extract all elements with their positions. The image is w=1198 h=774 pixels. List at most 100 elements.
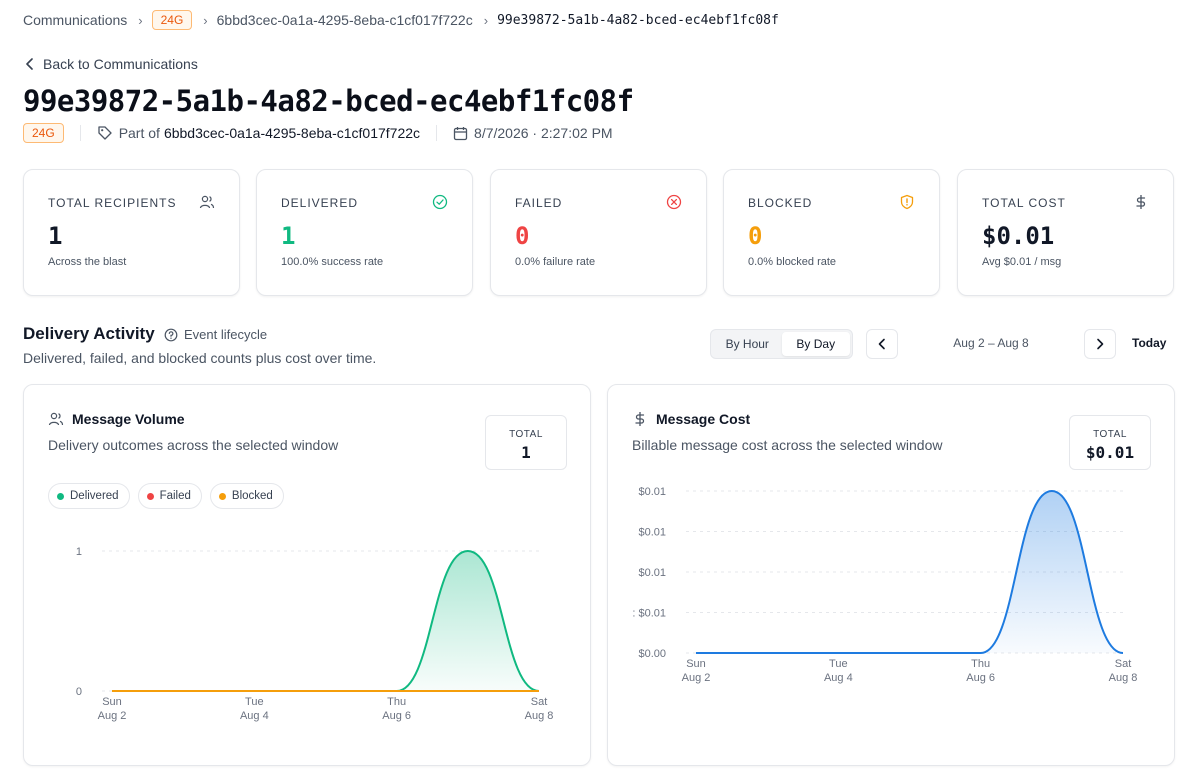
next-range-button[interactable] [1084, 329, 1116, 359]
message-volume-chart: 0 1 Sun Aug 2 Tue Aug 4 Thu Aug 6 Sat Aug 8 [76, 546, 554, 722]
y-tick-label: $0.01 [638, 486, 666, 498]
total-box: TOTAL 1 [485, 415, 567, 470]
users-icon [48, 412, 64, 426]
breadcrumb-root-link[interactable]: Communications [23, 12, 128, 28]
today-button[interactable]: Today [1132, 336, 1167, 350]
total-label: TOTAL [509, 429, 543, 440]
legend-item-failed[interactable]: Failed [137, 483, 202, 509]
x-tick-day: Sat [531, 696, 548, 708]
series-area-cost [696, 491, 1123, 653]
legend-item-blocked[interactable]: Blocked [209, 483, 284, 509]
stat-card-failed: FAILED 0 0.0% failure rate [490, 169, 707, 296]
event-lifecycle-help[interactable]: Event lifecycle [164, 327, 267, 342]
stat-value: 1 [48, 222, 63, 250]
chevron-right-icon: › [203, 12, 208, 28]
x-tick-date: Aug 6 [382, 710, 411, 722]
chart-legend: Delivered Failed Blocked [48, 483, 284, 509]
x-tick-date: Aug 2 [682, 672, 711, 684]
type-badge: 24G [23, 123, 64, 143]
by-hour-option[interactable]: By Hour [725, 337, 769, 351]
legend-dot [218, 492, 226, 500]
x-circle-icon [666, 194, 682, 210]
x-tick-date: Aug 4 [240, 710, 269, 722]
x-tick-date: Aug 8 [1109, 672, 1138, 684]
chevron-right-icon: › [138, 12, 143, 28]
stat-value: 0 [748, 222, 763, 250]
card-description: Delivery outcomes across the selected wi… [48, 437, 339, 453]
stat-label: BLOCKED [748, 196, 813, 210]
y-tick-label: 0 [76, 686, 82, 698]
chevron-right-icon [1097, 338, 1104, 350]
by-day-option[interactable]: By Day [781, 332, 850, 356]
stat-card-total-recipients: TOTAL RECIPIENTS 1 Across the blast [23, 169, 240, 296]
breadcrumb-current: 99e39872-5a1b-4a82-bced-ec4ebf1fc08f [497, 12, 779, 28]
legend-item-delivered[interactable]: Delivered [48, 483, 130, 509]
message-volume-card: 0 1 Sun Aug 2 Tue Aug 4 Thu Aug 6 Sat Aug 8 Messa… [23, 384, 591, 766]
shield-alert-icon [900, 194, 914, 210]
stat-card-delivered: DELIVERED 1 100.0% success rate [256, 169, 473, 296]
y-tick-label: : $0.01 [632, 608, 666, 620]
message-cost-card: $0.00 : $0.01 $0.01 $0.01 $0.01 Sun Aug 2 Tue Au… [607, 384, 1175, 766]
x-tick-day: Sun [102, 696, 122, 708]
divider [436, 125, 438, 141]
legend-label: Failed [159, 490, 191, 502]
x-tick-date: Aug 2 [98, 710, 127, 722]
tag-icon [98, 126, 112, 140]
stat-subtext: 100.0% success rate [281, 256, 384, 268]
stat-value: $0.01 [982, 222, 1055, 250]
back-link[interactable]: Back to Communications [25, 56, 198, 72]
x-tick-date: Aug 6 [966, 672, 995, 684]
calendar-icon [453, 126, 468, 140]
chevron-right-icon: › [483, 12, 489, 28]
dollar-icon [635, 412, 645, 426]
x-tick-day: Sat [1115, 658, 1132, 670]
legend-dot [146, 492, 154, 500]
x-tick-date: Aug 8 [525, 710, 554, 722]
legend-dot [57, 492, 64, 500]
x-tick-day: Sun [686, 658, 706, 670]
breadcrumb-parent-link[interactable]: 6bbd3cec-0a1a-4295-8eba-c1cf017f722c [216, 12, 473, 28]
date-range-label: Aug 2 – Aug 8 [953, 336, 1029, 350]
users-icon [199, 195, 215, 209]
chevron-left-icon [26, 58, 33, 70]
section-description: Delivered, failed, and blocked counts pl… [23, 350, 377, 366]
y-tick-label: $0.01 [638, 567, 666, 579]
stat-card-total-cost: TOTAL COST $0.01 Avg $0.01 / msg [957, 169, 1174, 296]
x-tick-day: Tue [245, 696, 264, 708]
stat-subtext: Across the blast [48, 256, 127, 268]
x-tick-date: Aug 4 [824, 672, 853, 684]
help-circle-icon [164, 328, 178, 341]
y-tick-label: $0.00 [638, 648, 666, 660]
granularity-toggle: By Hour By Day [710, 329, 853, 359]
series-line-cost [696, 490, 1124, 654]
stat-subtext: Avg $0.01 / msg [982, 256, 1062, 268]
divider [79, 125, 81, 141]
legend-label: Blocked [231, 490, 273, 502]
dollar-icon [1136, 195, 1146, 209]
x-tick-day: Tue [829, 658, 848, 670]
x-tick-day: Thu [387, 696, 406, 708]
total-box: TOTAL $0.01 [1069, 415, 1151, 470]
sent-datetime: 8/7/2026 · 2:27:02 PM [474, 125, 613, 141]
page-meta: 24G Part of 6bbd3cec-0a1a-4295-8eba-c1cf… [23, 123, 613, 143]
previous-range-button[interactable] [866, 329, 898, 359]
breadcrumb-badge[interactable]: 24G [151, 10, 193, 30]
card-title-text: Message Volume [72, 411, 185, 427]
y-tick-label: 1 [76, 546, 82, 558]
y-tick-label: $0.01 [638, 527, 666, 539]
parent-blast-link[interactable]: 6bbd3cec-0a1a-4295-8eba-c1cf017f722c [163, 125, 421, 141]
breadcrumb: Communications › 24G › 6bbd3cec-0a1a-429… [23, 9, 779, 31]
x-tick-day: Thu [971, 658, 990, 670]
card-title-text: Message Cost [656, 411, 751, 427]
legend-label: Delivered [70, 490, 119, 502]
series-area-delivered [112, 551, 539, 691]
card-description: Billable message cost across the selecte… [632, 437, 943, 453]
stat-card-blocked: BLOCKED 0 0.0% blocked rate [723, 169, 940, 296]
part-of-label: Part of [118, 125, 160, 141]
stat-subtext: 0.0% failure rate [515, 256, 596, 268]
message-cost-chart: $0.00 : $0.01 $0.01 $0.01 $0.01 Sun Aug 2 Tue Au… [632, 486, 1138, 684]
card-title: Message Volume [48, 411, 185, 427]
stat-label: DELIVERED [281, 196, 359, 210]
total-value: 1 [521, 443, 531, 462]
stat-subtext: 0.0% blocked rate [748, 256, 837, 268]
